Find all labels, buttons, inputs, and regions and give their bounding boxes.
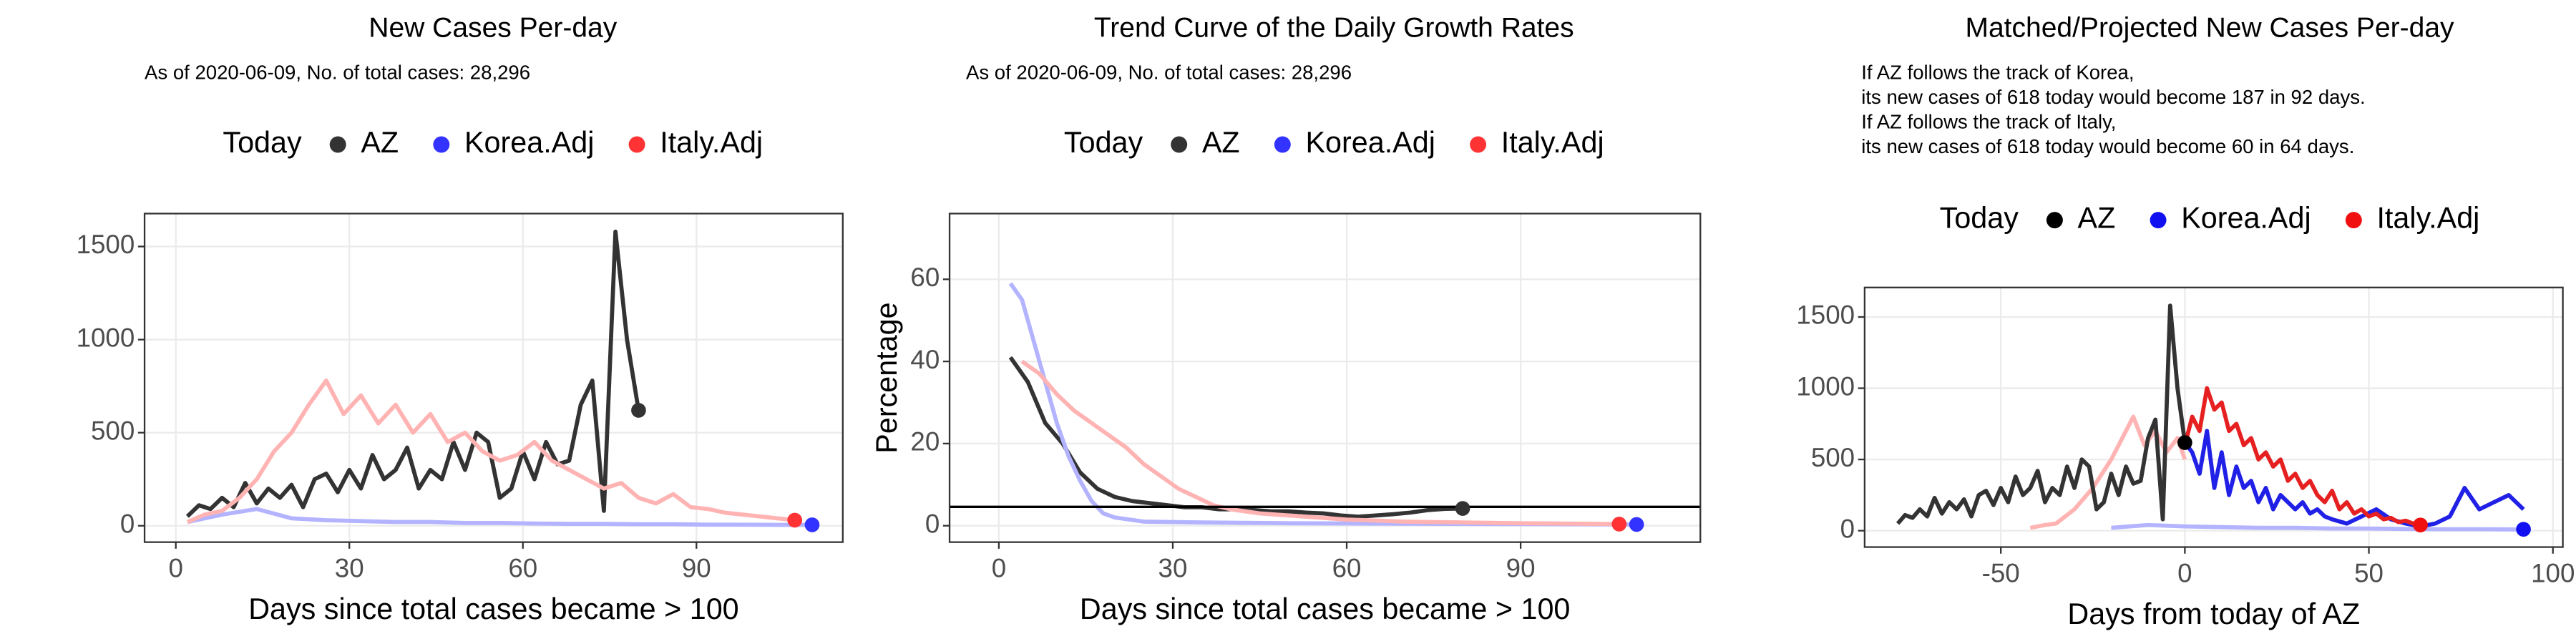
y-tick-label: 40 [910,345,940,374]
panel-border [1863,286,2564,548]
panel-border [948,213,1702,543]
y-tick-label: 0 [1840,514,1855,543]
subtitle: As of 2020-06-09, No. of total cases: 28… [145,62,530,84]
legend-label: Korea.Adj [1305,126,1435,159]
x-axis-label: Days from today of AZ [2067,597,2360,630]
x-tick-label: 60 [508,553,537,582]
y-tick-label: 1500 [77,230,135,259]
series-line [2183,429,2525,529]
panel: Matched/Projected New Cases Per-day If AZ… [1796,13,2575,630]
legend-dot [1470,136,1487,153]
x-tick-label: 50 [2354,558,2384,587]
x-tick-label: 0 [992,553,1006,582]
panel: New Cases Per-day As of 2020-06-09, No. o… [77,13,844,625]
y-tick-label: 1000 [77,323,135,352]
panel-title: New Cases Per-day [369,13,617,44]
y-tick-label: 0 [120,509,135,538]
legend-title: Today [223,126,302,159]
panel: Trend Curve of the Daily Growth Rates As … [870,13,1702,625]
legend-dot [329,136,346,153]
subtitle: As of 2020-06-09, No. of total cases: 28… [966,62,1352,84]
panel-title: Matched/Projected New Cases Per-day [1965,13,2454,44]
y-tick-label: 0 [925,509,940,538]
y-tick-label: 500 [1811,443,1855,472]
legend-title: Today [1064,126,1143,159]
legend-label: AZ [2078,202,2116,235]
legend-dot [1171,136,1188,153]
y-tick-label: 500 [91,416,135,445]
series-line [1896,303,2187,525]
subtitle: its new cases of 618 today would become … [1861,135,2354,157]
x-axis-label: Days since total cases became > 100 [1080,592,1570,625]
legend-dot [2150,212,2167,229]
x-tick-label: -50 [1982,558,2020,587]
legend-label: AZ [1202,126,1240,159]
plot [1896,303,2531,537]
today-point [2177,435,2192,450]
x-tick-label: 0 [168,553,182,582]
legend-label: Korea.Adj [2181,202,2311,235]
today-point [631,403,646,418]
series-line [1020,359,1619,527]
today-point [2413,517,2428,533]
y-tick-label: 1500 [1796,301,1855,330]
plot [950,282,1701,532]
legend: Today AZ Korea.Adj Italy.Adj [223,126,763,159]
series-line [2182,386,2421,526]
panel-border [143,213,844,543]
legend: Today AZ Korea.Adj Italy.Adj [1940,202,2480,235]
series-line [1008,356,1463,519]
legend-dot [1274,136,1291,153]
x-tick-label: 0 [2177,558,2192,587]
x-tick-label: 90 [682,553,711,582]
subtitle: If AZ follows the track of Italy, [1861,110,2116,132]
plot [185,229,820,532]
y-tick-label: 60 [910,263,940,292]
legend-dot [2345,212,2362,229]
legend-label: Italy.Adj [2376,202,2479,235]
today-point [787,512,803,528]
x-tick-label: 90 [1506,553,1536,582]
subtitle: If AZ follows the track of Korea, [1861,62,2134,84]
today-point [1455,501,1470,516]
today-point [2516,522,2531,537]
legend-dot [628,136,645,153]
y-tick-label: 20 [910,427,940,457]
y-tick-label: 1000 [1796,371,1855,401]
panel-title: Trend Curve of the Daily Growth Rates [1094,13,1574,44]
legend-label: AZ [361,126,399,159]
legend-dot [2046,212,2063,229]
x-tick-label: 30 [1158,553,1188,582]
today-point [1629,517,1644,532]
today-point [804,517,820,532]
x-tick-label: 60 [1332,553,1362,582]
series-line [186,378,796,525]
series-line [187,507,812,527]
legend-title: Today [1940,202,2019,235]
x-tick-label: 30 [335,553,364,582]
x-tick-label: 100 [2531,558,2575,587]
legend-dot [433,136,450,153]
series-line [1008,282,1637,527]
legend-label: Italy.Adj [1501,126,1604,159]
y-axis-label: Percentage [870,302,903,453]
legend: Today AZ Korea.Adj Italy.Adj [1064,126,1604,159]
x-axis-label: Days since total cases became > 100 [248,592,738,625]
legend-label: Korea.Adj [464,126,594,159]
series-line [2111,522,2524,532]
today-point [1611,517,1627,532]
series-line [185,229,641,518]
subtitle: its new cases of 618 today would become … [1861,86,2365,108]
legend-label: Italy.Adj [660,126,763,159]
